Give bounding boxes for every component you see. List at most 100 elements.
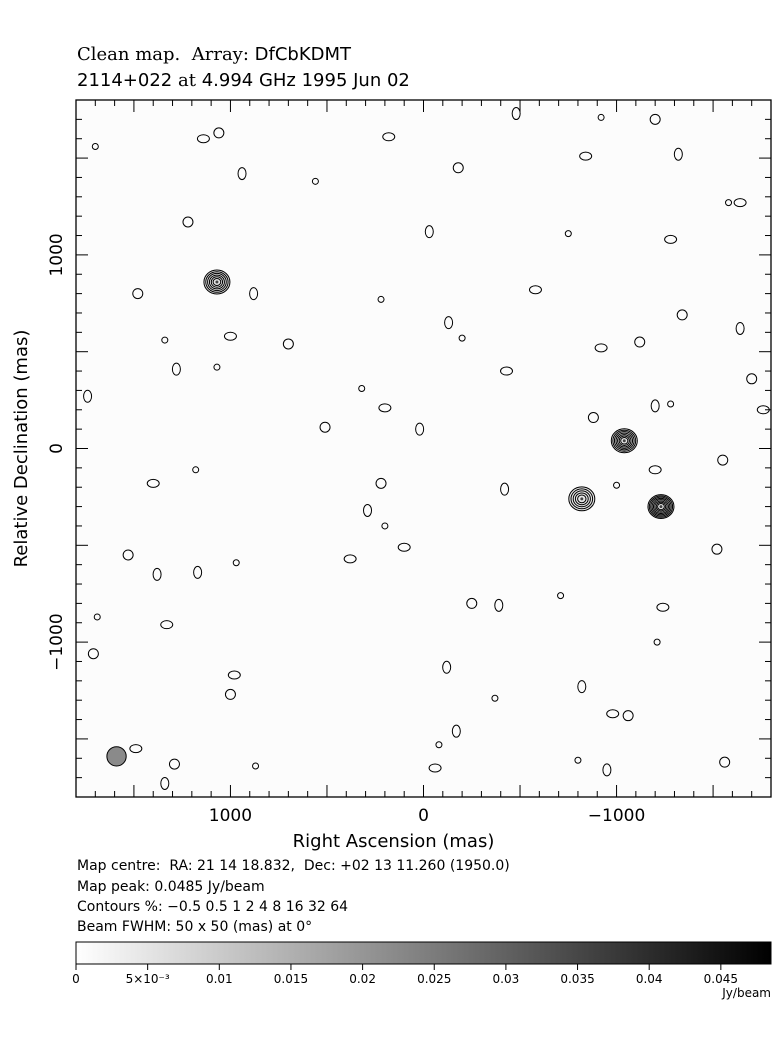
noise-contour [511, 107, 521, 121]
noise-contour [213, 363, 221, 371]
noise-contour [466, 597, 478, 609]
noise-contour [648, 465, 662, 475]
noise-contour [613, 481, 621, 489]
noise-contour [606, 709, 620, 719]
source-contour [652, 499, 669, 514]
beam-text: Beam FWHM: 50 x 50 (mas) at 0° [77, 919, 313, 935]
at-word: at [177, 70, 196, 91]
noise-contour [378, 403, 392, 413]
noise-contour [196, 134, 210, 144]
source-contour [648, 495, 674, 518]
noise-contour [282, 338, 294, 350]
noise-contour [442, 660, 452, 674]
noise-contour [667, 400, 675, 408]
noise-contour [673, 147, 683, 161]
array-value: DfCbKDMT [254, 44, 352, 65]
freq-date: 4.994 GHz 1995 Jun 02 [201, 70, 410, 91]
source-contour [651, 497, 671, 516]
y-tick-label: 0 [47, 443, 67, 454]
y-tick-label: 1000 [47, 233, 67, 276]
noise-contour [232, 559, 240, 567]
beam-ellipse [106, 746, 127, 767]
noise-contour [594, 343, 608, 353]
source-contour [654, 500, 668, 513]
noise-contour [160, 776, 170, 790]
noise-contour [358, 384, 366, 392]
noise-contour [87, 648, 99, 660]
colorbar-tick-label: 5×10⁻³ [126, 972, 170, 986]
noise-contour [161, 336, 169, 344]
noise-contour [160, 620, 174, 630]
noise-contour [725, 199, 733, 207]
noise-contour [343, 554, 357, 564]
title-prefix: Clean map. [77, 44, 181, 65]
noise-contour [756, 405, 770, 415]
noise-contour [587, 412, 599, 424]
noise-contour [311, 177, 319, 185]
noise-contour [171, 362, 181, 376]
noise-contour [622, 710, 634, 722]
noise-contour [93, 613, 101, 621]
noise-contour [719, 756, 731, 768]
noise-contour [227, 670, 241, 680]
noise-contour [192, 466, 200, 474]
source-contour [572, 490, 591, 508]
source-peak [215, 280, 219, 284]
source-peak [659, 505, 663, 509]
noise-contour [424, 225, 434, 239]
noise-contour [746, 373, 758, 385]
colorbar-tick-label: 0.03 [493, 972, 520, 986]
noise-contour [735, 321, 745, 335]
colorbar-tick-label: 0.045 [704, 972, 738, 986]
source-peak [580, 497, 584, 501]
contours-text: Contours %: −0.5 0.5 1 2 4 8 16 32 64 [77, 899, 349, 915]
noise-contour [491, 694, 499, 702]
noise-contour [500, 366, 514, 376]
plot-background [76, 100, 771, 797]
source-contour [610, 428, 638, 454]
noise-contour [733, 198, 747, 208]
noise-contour [397, 542, 411, 552]
source-contour [207, 272, 227, 292]
source-contour [574, 492, 589, 506]
noise-contour [363, 503, 373, 517]
noise-contour [564, 230, 572, 238]
noise-contour [656, 602, 670, 612]
chart-subtitle: 2114+022 at 4.994 GHz 1995 Jun 02 [77, 70, 410, 91]
x-tick-label: 0 [418, 806, 429, 826]
source-contour [615, 432, 634, 449]
noise-contour [193, 565, 203, 579]
source-contour [577, 494, 587, 504]
colorbar-tick-label: 0.02 [349, 972, 376, 986]
chart-title: Clean map. Array: DfCbKDMT [77, 44, 351, 65]
noise-contour [602, 763, 612, 777]
y-axis-label: Relative Declination (mas) [11, 330, 32, 568]
source-contour [657, 502, 665, 511]
noise-contour [122, 549, 134, 561]
noise-contour [223, 331, 237, 341]
source-contour [620, 436, 629, 445]
noise-contour [377, 295, 385, 303]
source-contour [617, 434, 632, 448]
noise-contour [650, 399, 660, 413]
colorbar-unit-label: Jy/beam [721, 986, 771, 1000]
array-label: Array: [191, 44, 249, 65]
noise-contour [494, 598, 504, 612]
source-contour [612, 429, 637, 452]
noise-contour [129, 744, 143, 754]
x-tick-label: 1000 [209, 806, 252, 826]
noise-contour [375, 477, 387, 489]
noise-contour [213, 127, 225, 139]
noise-contour [653, 638, 661, 646]
noise-contour [444, 316, 454, 330]
noise-contour [435, 741, 443, 749]
colorbar-tick-label: 0.035 [560, 972, 594, 986]
y-tick-label: −1000 [47, 613, 67, 671]
x-axis-label: Right Ascension (mas) [293, 831, 495, 852]
noise-contour [252, 762, 260, 770]
noise-contour [182, 216, 194, 228]
noise-contour [451, 724, 461, 738]
noise-contour [382, 132, 396, 142]
noise-contour [500, 482, 510, 496]
source-contour [650, 496, 672, 517]
